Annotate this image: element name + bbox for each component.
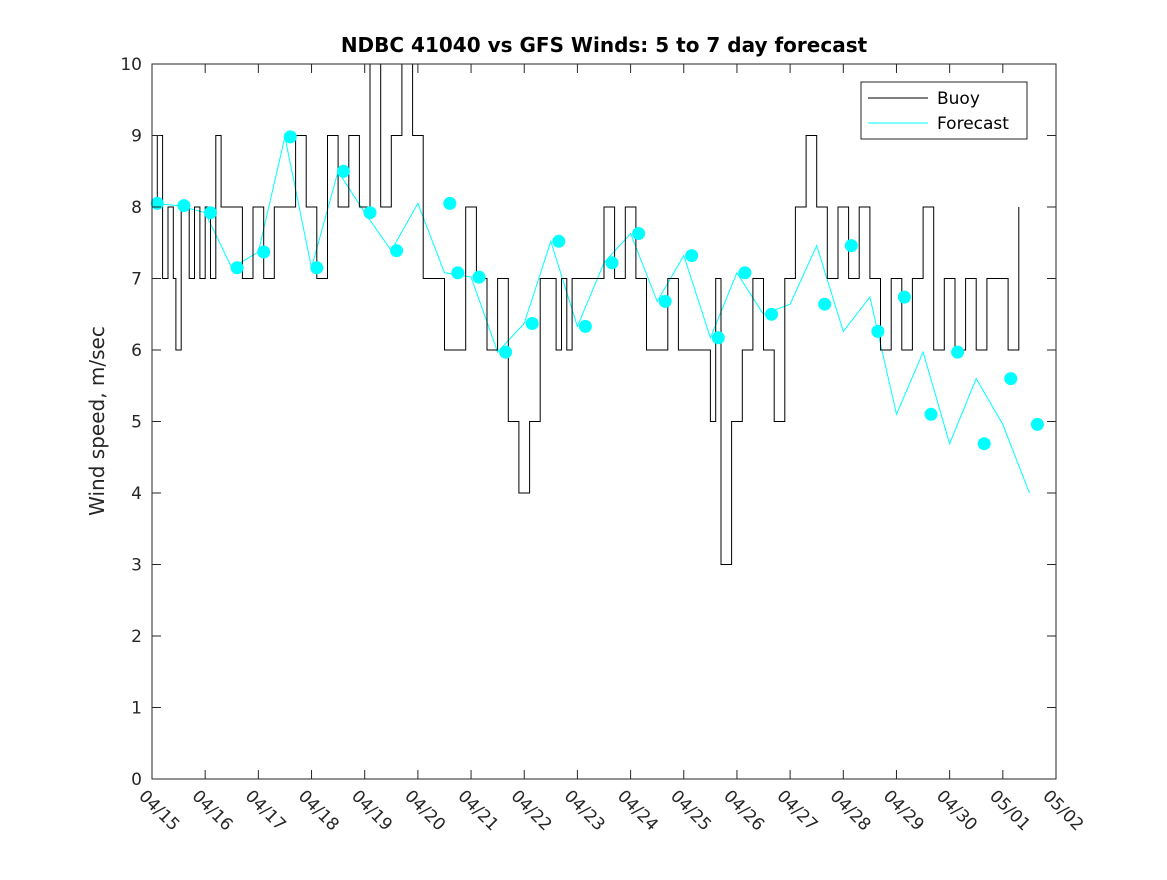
buoy-series-layer (152, 63, 1020, 565)
forecast-marker (451, 266, 465, 280)
forecast-marker (924, 407, 938, 421)
forecast-marker (283, 130, 297, 144)
forecast-series-layer (151, 136, 1030, 494)
forecast-marker (658, 294, 672, 308)
forecast-marker (977, 437, 991, 451)
forecast-marker (443, 196, 457, 210)
y-tick-label: 9 (131, 127, 142, 147)
forecast-marker (632, 227, 646, 240)
forecast-marker (685, 249, 699, 263)
forecast-marker (1030, 417, 1044, 431)
forecast-marker (310, 261, 324, 275)
y-tick-label: 7 (131, 270, 142, 290)
forecast-marker-layer (150, 130, 1044, 451)
forecast-series-line (151, 136, 1030, 494)
forecast-marker (230, 261, 244, 275)
y-tick-label: 0 (131, 770, 142, 790)
forecast-marker (951, 345, 965, 359)
chart-title: NDBC 41040 vs GFS Winds: 5 to 7 day fore… (341, 33, 868, 57)
buoy-series-line (152, 63, 1020, 565)
y-tick-label: 4 (131, 484, 142, 504)
forecast-marker (525, 317, 539, 330)
forecast-marker (336, 164, 350, 178)
y-tick-label: 5 (131, 413, 142, 433)
y-tick-label: 1 (131, 699, 142, 719)
forecast-marker (578, 319, 592, 333)
y-tick-label: 8 (131, 198, 142, 218)
forecast-marker (204, 206, 217, 220)
y-tick-label: 6 (131, 341, 142, 361)
forecast-marker (765, 307, 778, 321)
forecast-marker (844, 239, 858, 253)
legend-box (860, 81, 1028, 140)
forecast-marker (552, 234, 566, 248)
forecast-marker (818, 297, 832, 311)
y-tick-label: 3 (131, 556, 142, 576)
y-axis-label: Wind speed, m/sec (85, 326, 109, 516)
legend-label-buoy: Buoy (937, 89, 980, 109)
forecast-marker (871, 324, 885, 338)
y-tick-label: 2 (131, 627, 142, 647)
forecast-marker (177, 199, 191, 213)
plot-area (152, 64, 1056, 779)
forecast-marker (1004, 372, 1018, 386)
y-tick-label: 10 (120, 55, 142, 75)
forecast-marker (363, 206, 377, 220)
forecast-marker (605, 256, 619, 270)
forecast-marker (150, 196, 164, 210)
forecast-marker (499, 345, 513, 359)
forecast-marker (897, 290, 911, 304)
forecast-marker (738, 266, 752, 280)
forecast-marker (390, 244, 404, 258)
legend-label-forecast: Forecast (937, 114, 1009, 134)
forecast-marker (472, 270, 486, 284)
forecast-marker (711, 331, 725, 345)
y-axis-ticks: 0 1 2 3 4 5 6 7 8 9 10 (120, 55, 1056, 790)
forecast-marker (257, 245, 271, 259)
legend: Buoy Forecast (860, 81, 1028, 140)
